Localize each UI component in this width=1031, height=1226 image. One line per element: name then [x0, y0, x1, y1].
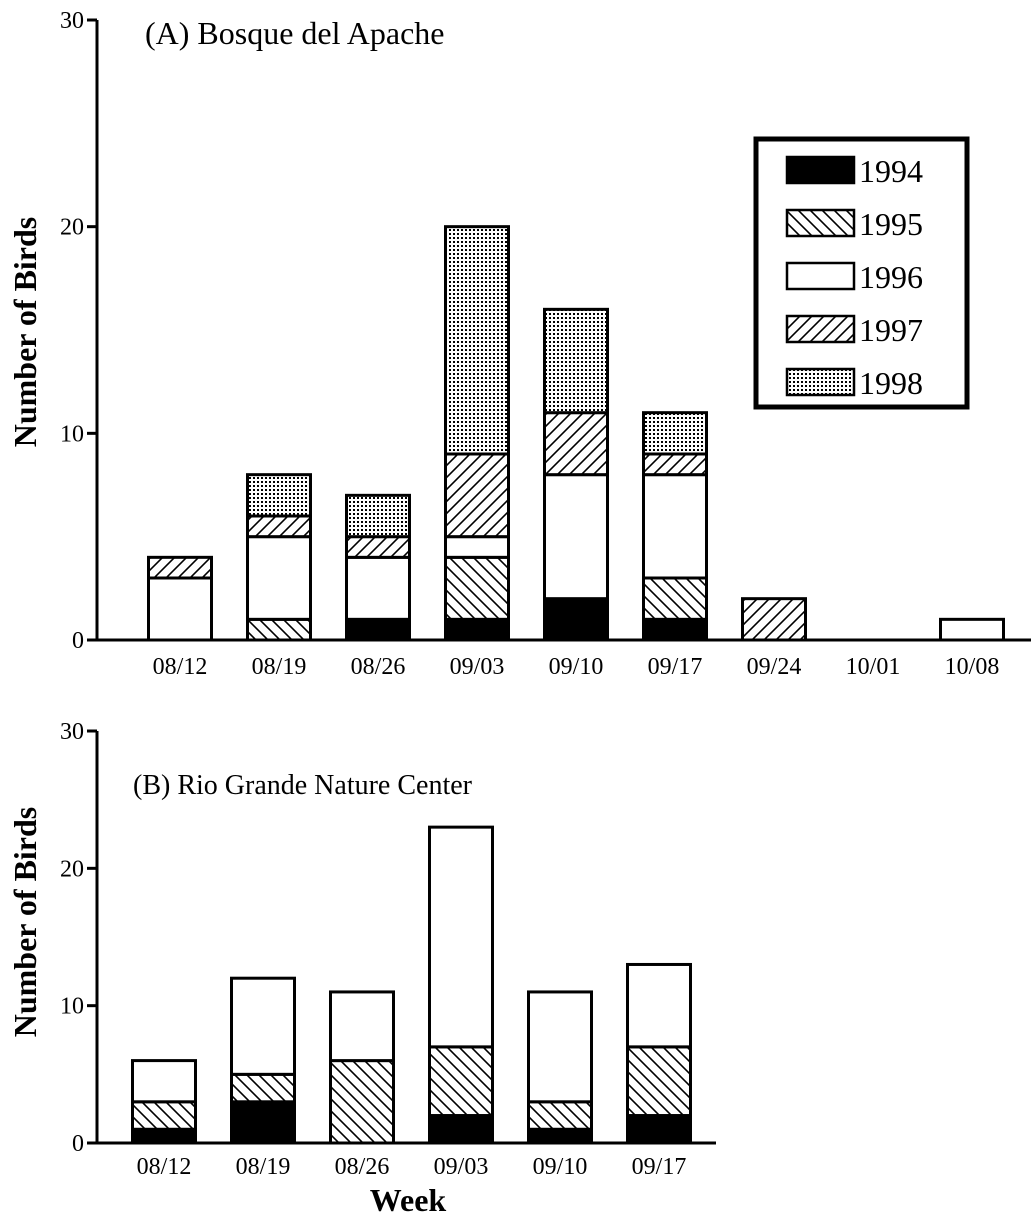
panel-a-y-axis-label: Number of Birds [7, 217, 43, 448]
bar-segment-09-03-1994 [444, 617, 510, 642]
x-tick-label: 09/17 [648, 654, 703, 680]
panel-a-x-tick-labels: 08/12 08/19 08/26 09/03 09/10 09/17 09/24 10/01… [153, 654, 1000, 680]
bar-segment-09-03-1996 [428, 825, 494, 1049]
x-tick-label: 10/08 [945, 654, 1000, 680]
bar-segment-08-19-1996 [230, 976, 296, 1076]
bar-segment-09-17-1998 [642, 411, 708, 456]
legend-label-1995: 1995 [859, 206, 923, 242]
legend-swatch-1994 [785, 155, 856, 185]
x-tick-label: 08/12 [137, 1154, 192, 1180]
bar-segment-08-26-1997 [345, 535, 411, 559]
bar-segment-09-24-1997 [741, 597, 807, 642]
bar-segment-09-03-1997 [444, 452, 510, 539]
y-tick-label: 0 [72, 628, 84, 654]
legend-label-1996: 1996 [859, 259, 923, 295]
bar-segment-09-03-1998 [444, 225, 510, 456]
bar-segment-09-17-1995 [642, 576, 708, 621]
bar-segment-09-10-1994 [527, 1127, 593, 1145]
bar-segment-09-17-1994 [626, 1114, 692, 1145]
bar-segment-09-17-1995 [626, 1045, 692, 1118]
legend-label-1997: 1997 [859, 312, 923, 348]
x-tick-label: 09/10 [549, 654, 604, 680]
x-tick-label: 09/24 [747, 654, 802, 680]
panel-b-title: (B) Rio Grande Nature Center [133, 770, 473, 801]
bar-segment-08-19-1998 [246, 473, 312, 518]
bar-segment-09-10-1997 [543, 411, 609, 477]
panel-a-legend: 1994 1995 1996 1997 1998 [753, 136, 970, 410]
panel-a-title: (A) Bosque del Apache [145, 15, 444, 51]
x-tick-label: 08/26 [351, 654, 406, 680]
panel-b-axes: 0 10 20 30 [60, 719, 716, 1157]
bar-segment-09-17-1997 [642, 452, 708, 477]
x-tick-label: 09/10 [533, 1154, 588, 1180]
panel-a-chart: (A) Bosque del Apache Number of Birds 0 1… [7, 8, 1031, 680]
bar-segment-09-03-1994 [428, 1114, 494, 1145]
panel-b-chart: (B) Rio Grande Nature Center Number of B… [7, 719, 716, 1218]
bar-segment-08-12-1995 [131, 1100, 197, 1131]
bar-segment-08-19-1997 [246, 514, 312, 539]
y-tick-label: 20 [60, 215, 84, 241]
bar-segment-08-19-1996 [246, 535, 312, 621]
legend-swatch-1998 [785, 367, 856, 397]
panel-b-y-axis-label: Number of Birds [7, 807, 43, 1038]
y-tick-label: 30 [60, 8, 84, 34]
bar-segment-08-26-1998 [345, 493, 411, 539]
bar-segment-08-26-1994 [345, 617, 411, 642]
bar-segment-08-12-1997 [147, 555, 213, 580]
bar-segment-09-03-1995 [428, 1045, 494, 1118]
panel-b-x-tick-labels: 08/12 08/19 08/26 09/03 09/10 09/17 [137, 1154, 687, 1180]
bar-segment-10-08-1996 [939, 617, 1005, 642]
y-tick-label: 0 [72, 1131, 84, 1157]
y-tick-label: 10 [60, 421, 84, 447]
panel-b-bars [131, 825, 692, 1145]
legend-label-1994: 1994 [859, 153, 923, 189]
bar-segment-09-10-1996 [543, 473, 609, 601]
x-tick-label: 08/12 [153, 654, 208, 680]
bar-segment-08-12-1996 [131, 1059, 197, 1104]
bar-segment-09-17-1996 [626, 962, 692, 1049]
x-tick-label: 09/03 [450, 654, 505, 680]
x-tick-label: 09/17 [632, 1154, 687, 1180]
bar-segment-09-17-1996 [642, 473, 708, 580]
x-tick-label: 08/19 [236, 1154, 291, 1180]
bar-segment-08-26-1995 [329, 1059, 395, 1145]
bar-segment-08-12-1996 [147, 576, 213, 642]
bar-segment-09-10-1998 [543, 307, 609, 415]
legend-swatch-1996 [785, 261, 856, 291]
y-tick-label: 10 [60, 994, 84, 1020]
bar-segment-09-10-1995 [527, 1100, 593, 1131]
legend-swatch-1997 [785, 314, 856, 344]
x-tick-label: 08/26 [335, 1154, 390, 1180]
bar-segment-09-03-1995 [444, 555, 510, 621]
bar-segment-09-17-1994 [642, 617, 708, 642]
legend-swatch-1995 [785, 208, 856, 238]
y-tick-label: 30 [60, 719, 84, 745]
panel-a-bars [147, 225, 1005, 642]
bar-segment-08-12-1994 [131, 1127, 197, 1145]
bar-segment-09-10-1996 [527, 990, 593, 1104]
bar-segment-08-19-1994 [230, 1100, 296, 1145]
y-tick-label: 20 [60, 856, 84, 882]
x-tick-label: 09/03 [434, 1154, 489, 1180]
x-tick-label: 08/19 [252, 654, 307, 680]
bar-segment-09-10-1994 [543, 597, 609, 642]
bar-segment-09-03-1996 [444, 535, 510, 559]
legend-label-1998: 1998 [859, 365, 923, 401]
bar-segment-08-26-1996 [329, 990, 395, 1063]
bar-segment-08-26-1996 [345, 555, 411, 621]
x-tick-label: 10/01 [846, 654, 901, 680]
bar-segment-08-19-1995 [246, 617, 312, 642]
bar-segment-08-19-1995 [230, 1072, 296, 1104]
panel-b-x-axis-label: Week [370, 1182, 447, 1218]
